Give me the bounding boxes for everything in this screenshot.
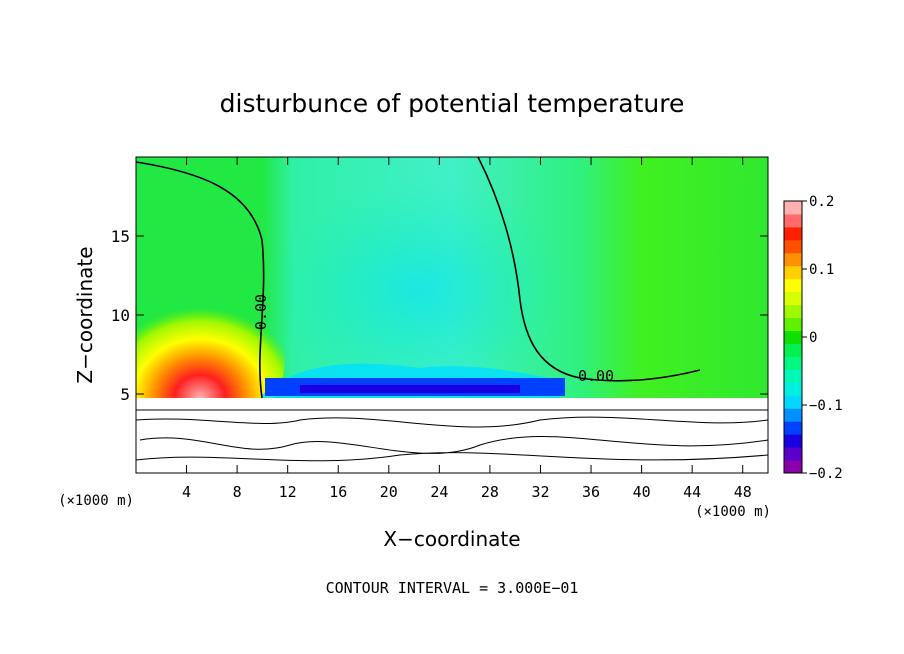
chart-title: disturbunce of potential temperature xyxy=(220,89,685,118)
colorbar-swatch xyxy=(784,447,802,461)
x-tick-label: 36 xyxy=(582,483,600,501)
plot-area xyxy=(136,157,768,473)
y-axis-ticks: 5 10 15 xyxy=(111,227,768,404)
colorbar-swatch xyxy=(784,304,802,319)
contour-label: 0.00 xyxy=(578,367,614,385)
x-tick-label: 28 xyxy=(481,483,499,501)
colorbar-swatch xyxy=(784,213,802,228)
x-tick-label: 32 xyxy=(531,483,549,501)
zero-contour-left xyxy=(136,161,265,399)
colorbar-swatch xyxy=(784,421,802,435)
colorbar-swatch xyxy=(784,343,802,357)
x-tick-label: 44 xyxy=(683,483,701,501)
warm-anomaly xyxy=(136,285,285,435)
lower-layer xyxy=(136,398,768,473)
x-tick-label: 40 xyxy=(633,483,651,501)
cool-region-upper xyxy=(270,180,570,400)
colorbar-tick-label: 0 xyxy=(809,330,817,346)
colorbar-tick-label: −0.1 xyxy=(809,398,843,414)
colorbar-swatch xyxy=(784,317,802,332)
colorbar-swatch xyxy=(784,291,802,306)
colorbar-swatch xyxy=(784,330,802,344)
cold-band-deep xyxy=(300,385,520,393)
contour-interval-note: CONTOUR INTERVAL = 3.000E−01 xyxy=(326,579,579,597)
x-tick-label: 48 xyxy=(734,483,752,501)
x-axis-label: X−coordinate xyxy=(383,527,520,551)
x-unit-label-right: (×1000 m) xyxy=(695,504,771,520)
colorbar-swatch xyxy=(784,239,802,254)
colorbar-tick-label: 0.2 xyxy=(809,194,834,210)
x-tick-label: 4 xyxy=(182,483,191,501)
colorbar-tick-label: −0.2 xyxy=(809,466,843,482)
contour-label: 0.00 xyxy=(252,294,270,330)
colorbar-swatch xyxy=(784,278,802,293)
colorbar-swatch xyxy=(784,408,802,422)
contour-lines-lower xyxy=(136,409,768,462)
colorbar-swatch xyxy=(784,460,802,474)
x-tick-label: 24 xyxy=(430,483,448,501)
y-tick-label: 5 xyxy=(120,385,130,404)
colorbar-ticks: 0.2 0.1 0 −0.1 −0.2 xyxy=(802,194,843,482)
colorbar-swatch xyxy=(784,382,802,396)
colorbar-swatch xyxy=(784,434,802,448)
x-tick-label: 8 xyxy=(233,483,242,501)
y-tick-label: 10 xyxy=(111,306,130,325)
x-tick-label: 16 xyxy=(329,483,347,501)
colorbar-swatch xyxy=(784,265,802,280)
x-axis-ticks: 4 8 12 16 20 24 28 32 36 40 44 48 xyxy=(182,157,752,501)
x-unit-label-left: (×1000 m) xyxy=(58,493,134,509)
y-axis-label: Z−coordinate xyxy=(73,246,97,383)
colorbar-swatch xyxy=(784,395,802,409)
colorbar-tick-label: 0.1 xyxy=(809,262,834,278)
colorbar-swatch xyxy=(784,356,802,370)
colorbar-swatch xyxy=(784,226,802,241)
colorbar xyxy=(783,200,803,474)
colorbar-swatch xyxy=(784,369,802,383)
x-tick-label: 20 xyxy=(380,483,398,501)
zero-contour-right xyxy=(477,157,701,382)
colorbar-swatch xyxy=(784,252,802,267)
x-tick-label: 12 xyxy=(279,483,297,501)
y-tick-label: 15 xyxy=(111,227,130,246)
colorbar-swatch xyxy=(784,201,802,215)
